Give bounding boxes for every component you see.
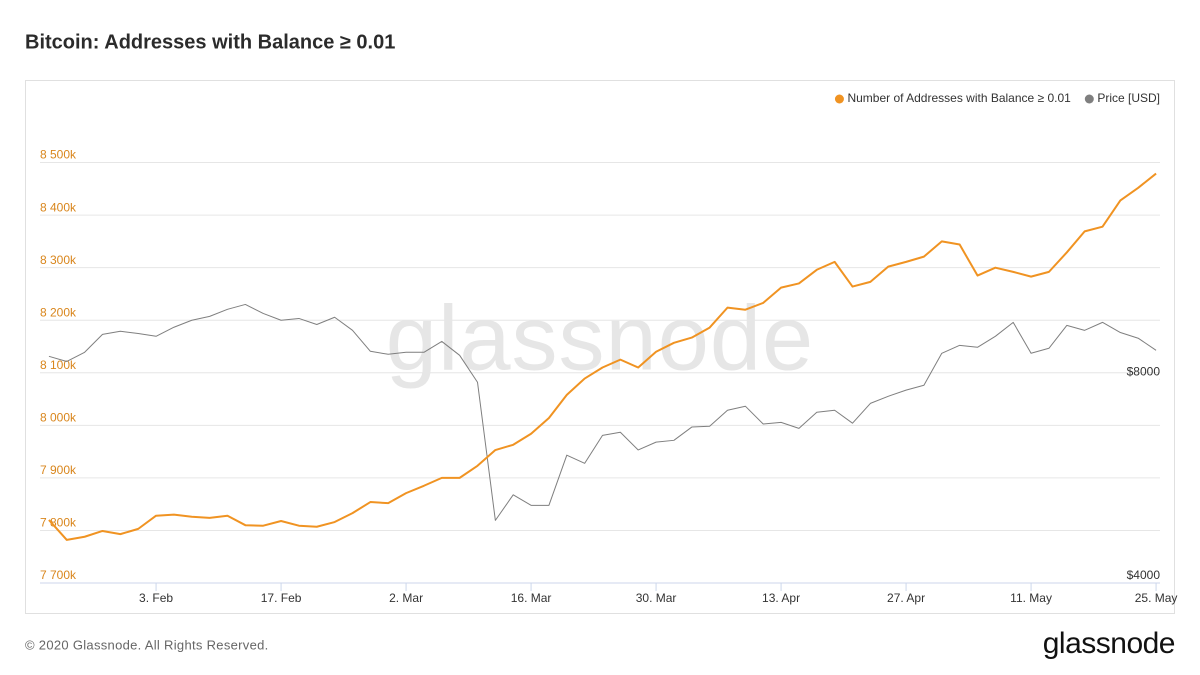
y-tick-label: 7 900k [40,463,77,477]
x-tick-label: 27. Apr [887,591,925,605]
legend-label: Number of Addresses with Balance ≥ 0.01 [847,91,1071,105]
y-tick-label: 8 500k [40,148,77,162]
watermark: glassnode [386,287,814,389]
chart-title: Bitcoin: Addresses with Balance ≥ 0.01 [25,31,395,53]
x-tick-label: 3. Feb [139,591,173,605]
chart-frame [25,80,1175,614]
footer: © 2020 Glassnode. All Rights Reserved. [25,637,269,652]
y-tick-label: 8 300k [40,253,77,267]
legend-swatch [1084,94,1094,104]
y-tick-label: 8 100k [40,358,77,372]
y-tick-label: 7 800k [40,516,77,530]
y2-tick-label: $8000 [1127,364,1161,378]
y-tick-label: 7 700k [40,568,77,582]
x-tick-label: 25. May [1135,591,1178,605]
x-tick-label: 17. Feb [261,591,302,605]
series-line [48,172,1157,541]
x-tick-label: 16. Mar [511,591,552,605]
legend-swatch [834,94,844,104]
y-tick-label: 8 200k [40,305,77,319]
y-tick-label: 8 400k [40,200,77,214]
x-tick-label: 11. May [1010,591,1052,605]
legend-label: Price [USD] [1097,91,1160,105]
x-tick-label: 2. Mar [389,591,423,605]
x-tick-label: 13. Apr [762,591,800,605]
series-line [48,303,1157,521]
y2-tick-label: $4000 [1127,568,1161,582]
x-tick-label: 30. Mar [636,591,677,605]
logo: glassnode [1043,627,1175,660]
y-tick-label: 8 000k [40,411,77,425]
